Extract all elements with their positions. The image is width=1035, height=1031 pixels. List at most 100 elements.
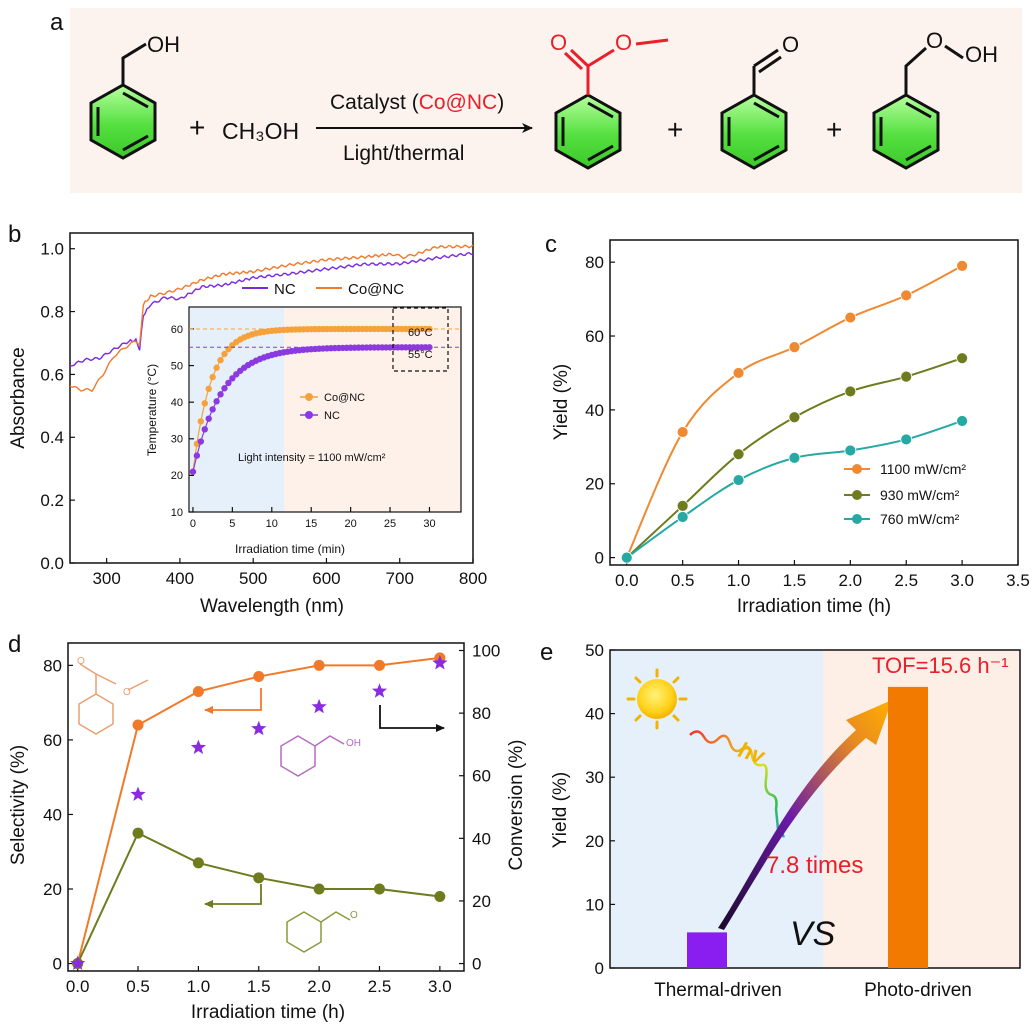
legend-marker-1100	[852, 464, 862, 474]
inset-ytick-label: 60	[171, 324, 183, 336]
data-point	[900, 370, 913, 383]
c-xtick-label: 0.5	[671, 571, 695, 590]
legend-b: NC Co@NC	[242, 281, 404, 298]
axis-ylabel-d: Selectivity (%)	[8, 745, 29, 865]
axis-xlabel-d: Irradiation time (h)	[191, 1002, 345, 1023]
panel-c: c 0.0 0.5 1.0 1.5 2.0 2.5 3.0 3.5 0 20 40 60 80 Irra…	[545, 231, 1030, 617]
inset-legend: Co@NC NC	[300, 392, 365, 422]
ester-d-o1: O	[77, 656, 85, 667]
inset-ylabel: Temperature (°C)	[145, 364, 159, 456]
data-point	[844, 311, 857, 324]
inset-b: 0 5 10 15 20 25 30 10 20 30 40 50 60 60°C 55°C Irrad…	[145, 306, 462, 556]
b-xtick-label: 500	[239, 569, 267, 588]
axis-xlabel-c: Irradiation time (h)	[737, 596, 891, 617]
alcohol-oh-label: OH	[147, 32, 180, 57]
b-ytick-label: 0.8	[40, 303, 64, 322]
catalyst-label: Catalyst (Co@NC)	[330, 91, 504, 114]
peroxide-o-label: O	[926, 28, 943, 53]
pointer-aldehyde-left	[204, 884, 262, 908]
inset-annotation: Light intensity = 1100 mW/cm²	[238, 452, 386, 464]
bar-thermal-driven	[687, 932, 727, 968]
d-ytick-label: 80	[43, 656, 62, 675]
b-ytick-label: 0.0	[40, 554, 64, 573]
d-xtick-label: 1.0	[187, 977, 211, 996]
data-point	[253, 671, 265, 683]
d-ytick-label: 60	[43, 731, 62, 750]
axis-ylabel-e: Yield (%)	[550, 772, 571, 848]
data-point	[956, 352, 969, 365]
methyl-benzoate-structure: O O	[550, 30, 669, 170]
data-point	[788, 411, 801, 424]
b-xtick-label: 300	[92, 569, 120, 588]
data-point	[434, 890, 446, 902]
b-ytick-label: 0.6	[40, 365, 64, 384]
conversion-star	[70, 955, 86, 970]
inset-shade-blue	[190, 308, 284, 512]
reaction-background	[70, 8, 1022, 193]
d-ytick-label: 0	[53, 954, 62, 973]
plot-frame-d	[67, 642, 465, 972]
inset-ytick-label: 40	[171, 397, 183, 409]
d-xtick-label: 0.0	[66, 977, 90, 996]
data-point	[192, 857, 204, 869]
conversion-star	[432, 655, 448, 670]
b-xtick-label: 400	[166, 569, 194, 588]
e-ytick-label: 10	[585, 895, 604, 914]
plateau-box	[392, 307, 449, 372]
ester-structure-d: O O	[77, 656, 149, 735]
aldehyde-structure-d: O	[286, 910, 358, 953]
d-y2tick-label: 100	[472, 642, 500, 661]
data-point	[676, 500, 689, 512]
benzaldehyde-structure: O	[720, 32, 799, 170]
inset-point	[205, 385, 212, 393]
plus-sign-1: +	[189, 112, 205, 143]
c-ytick-label: 20	[585, 475, 604, 494]
e-ytick-label: 20	[585, 832, 604, 851]
data-point	[620, 551, 633, 564]
legend-label-nc: NC	[274, 281, 296, 298]
legend-label-930: 930 mW/cm²	[880, 487, 960, 503]
axis-ylabel-b: Absorbance	[8, 347, 29, 448]
d-y2tick-label: 0	[472, 955, 481, 974]
inset-xtick-label: 25	[384, 518, 396, 530]
conversion-star	[130, 786, 146, 801]
plus-sign-3: +	[826, 114, 842, 145]
c-ytick-label: 80	[585, 253, 604, 272]
data-point	[900, 433, 913, 446]
e-ytick-label: 50	[585, 641, 604, 660]
data-point	[132, 827, 144, 839]
d-xtick-label: 2.5	[368, 977, 392, 996]
inset-xtick-label: 0	[190, 518, 196, 530]
tof-label: TOF=15.6 h⁻¹	[872, 653, 1009, 678]
c-xtick-label: 3.0	[950, 571, 974, 590]
inset-shade-orange	[284, 308, 461, 512]
d-xtick-label: 1.5	[247, 977, 271, 996]
e-ytick-label: 40	[585, 705, 604, 724]
inset-point	[213, 364, 220, 371]
panel-label-c: c	[545, 231, 557, 258]
category-photo: Photo-driven	[864, 980, 972, 1001]
ester-carbonyl-o: O	[550, 30, 567, 55]
panel-label-b: b	[8, 221, 21, 248]
benzyl-hydroperoxide-structure: O OH	[872, 28, 998, 170]
ester-ether-o: O	[615, 30, 632, 55]
data-point	[844, 385, 857, 398]
category-thermal: Thermal-driven	[654, 980, 782, 1001]
inset-xtick-label: 5	[229, 518, 235, 530]
aldehyde-d-o: O	[350, 910, 358, 921]
inset-point	[221, 350, 228, 358]
times-label: 7.8 times	[766, 852, 863, 879]
conversion-star	[190, 739, 206, 754]
series-line-nc	[69, 251, 473, 367]
c-xtick-label: 1.5	[783, 571, 807, 590]
series-line-co-nc	[69, 244, 474, 393]
legend-label-conc: Co@NC	[348, 281, 404, 298]
inset-ytick-label: 30	[171, 434, 183, 446]
inset-point	[229, 375, 236, 382]
data-point	[732, 448, 745, 461]
data-point	[373, 659, 385, 671]
data-point	[900, 289, 913, 302]
inset-point	[209, 373, 216, 381]
data-point	[956, 415, 969, 427]
